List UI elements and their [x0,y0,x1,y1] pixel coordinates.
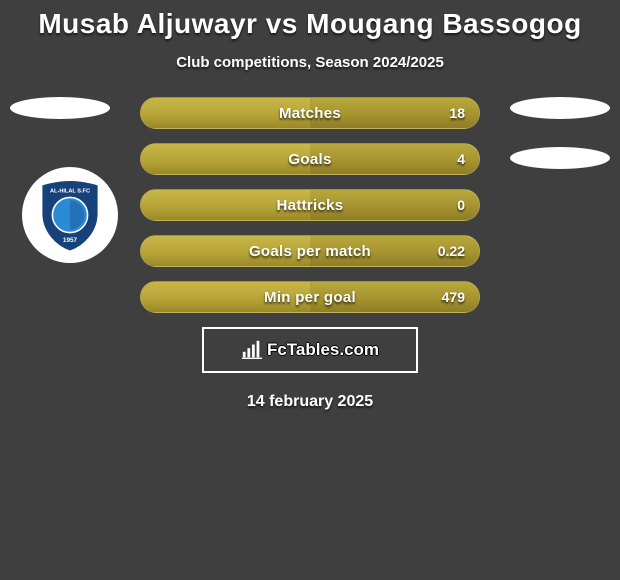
stat-row-gpm: Goals per match 0.22 [140,235,480,267]
svg-text:AL-HILAL S.FC: AL-HILAL S.FC [50,189,90,195]
stat-value-right: 4 [457,144,465,174]
stat-row-mpg: Min per goal 479 [140,281,480,313]
brand-label: FcTables.com [267,340,379,360]
comparison-area: AL-HILAL S.FC 1957 Matches 18 Goals 4 Ha… [0,97,620,411]
shield-icon: AL-HILAL S.FC 1957 [30,175,110,255]
subtitle: Club competitions, Season 2024/2025 [0,54,620,71]
club-badge: AL-HILAL S.FC 1957 [22,167,118,263]
stat-value-right: 18 [449,98,465,128]
brand-inner: FcTables.com [241,339,379,361]
brand-box: FcTables.com [202,327,418,373]
player-right-placeholder-1 [510,97,610,119]
stat-label: Goals [141,144,479,174]
stat-value-right: 479 [442,282,465,312]
stat-value-right: 0.22 [438,236,465,266]
player-left-placeholder [10,97,110,119]
stat-label: Goals per match [141,236,479,266]
stat-row-matches: Matches 18 [140,97,480,129]
player-right-placeholder-2 [510,147,610,169]
stat-row-hattricks: Hattricks 0 [140,189,480,221]
page-title: Musab Aljuwayr vs Mougang Bassogog [0,0,620,40]
date-label: 14 february 2025 [0,393,620,411]
bar-chart-icon [241,339,263,361]
stat-label: Hattricks [141,190,479,220]
svg-text:1957: 1957 [63,237,78,244]
stat-value-right: 0 [457,190,465,220]
stat-bars: Matches 18 Goals 4 Hattricks 0 Goals per… [140,97,480,313]
stat-row-goals: Goals 4 [140,143,480,175]
stat-label: Min per goal [141,282,479,312]
stat-label: Matches [141,98,479,128]
